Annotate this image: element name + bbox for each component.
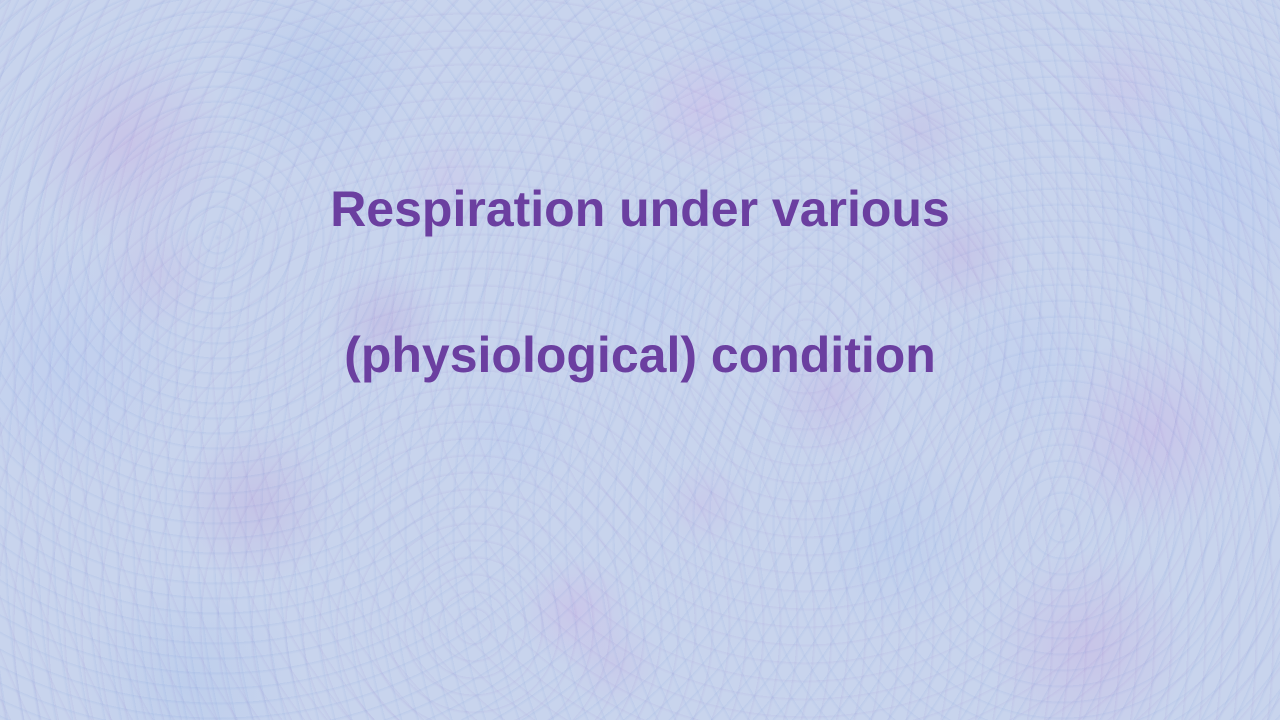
slide-background: Respiration under various (physiological… [0,0,1280,720]
title-line-2: (physiological) condition [0,326,1280,384]
title-line-1: Respiration under various [0,180,1280,238]
title-container: Respiration under various (physiological… [0,180,1280,384]
